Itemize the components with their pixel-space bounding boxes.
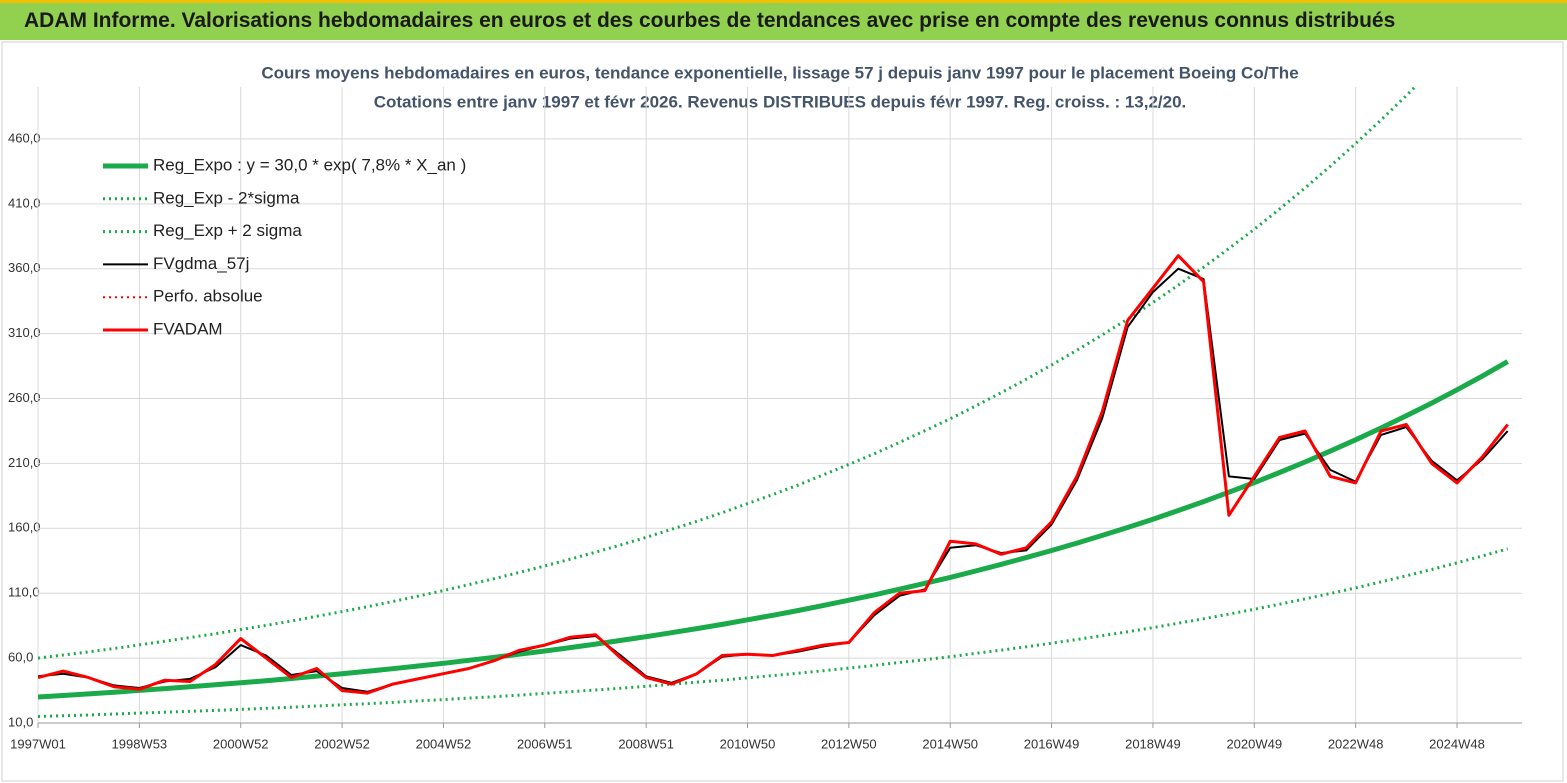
x-tick-label: 2000W52 bbox=[213, 736, 269, 751]
chart-title: Cours moyens hebdomadaires en euros, ten… bbox=[261, 63, 1298, 82]
x-tick-label: 1998W53 bbox=[112, 736, 168, 751]
chart-frame bbox=[1, 41, 1564, 782]
x-tick-label: 1997W01 bbox=[10, 736, 66, 751]
series-line bbox=[38, 254, 1509, 695]
y-tick-label: 460,0 bbox=[8, 130, 41, 145]
x-tick-label: 2018W49 bbox=[1125, 736, 1181, 751]
x-tick-label: 2010W50 bbox=[720, 736, 776, 751]
y-tick-label: 60,0 bbox=[8, 650, 33, 665]
y-tick-label: 160,0 bbox=[8, 520, 41, 535]
plot bbox=[38, 87, 1509, 718]
y-tick-label: 360,0 bbox=[8, 260, 41, 275]
header: ADAM Informe. Valorisations hebdomadaire… bbox=[0, 0, 1567, 40]
y-tick-label: 10,0 bbox=[8, 714, 33, 729]
legend-label: FVADAM bbox=[153, 319, 223, 338]
y-tick-label: 210,0 bbox=[8, 455, 41, 470]
y-tick-label: 410,0 bbox=[8, 195, 41, 210]
x-tick-label: 2022W48 bbox=[1328, 736, 1384, 751]
x-tick-label: 2006W51 bbox=[517, 736, 573, 751]
series-line bbox=[38, 87, 1417, 660]
y-tick-label: 110,0 bbox=[8, 585, 40, 600]
chart-subtitle: Cotations entre janv 1997 et févr 2026. … bbox=[374, 92, 1187, 111]
x-tick-label: 2024W48 bbox=[1429, 736, 1485, 751]
legend-label: Reg_Exp + 2 sigma bbox=[153, 221, 302, 240]
legend-label: FVgdma_57j bbox=[153, 254, 249, 273]
x-tick-label: 2020W49 bbox=[1226, 736, 1282, 751]
x-tick-label: 2002W52 bbox=[314, 736, 370, 751]
header-title: ADAM Informe. Valorisations hebdomadaire… bbox=[24, 9, 1396, 32]
legend-label: Reg_Expo : y = 30,0 * exp( 7,8% * X_an ) bbox=[153, 155, 466, 174]
chart: Cours moyens hebdomadaires en euros, ten… bbox=[1, 41, 1564, 782]
x-tick-label: 2014W50 bbox=[922, 736, 978, 751]
legend-label: Perfo. absolue bbox=[153, 287, 263, 306]
y-tick-label: 260,0 bbox=[8, 390, 41, 405]
series-line bbox=[38, 359, 1509, 700]
x-tick-label: 2016W49 bbox=[1024, 736, 1080, 751]
x-tick-label: 2008W51 bbox=[618, 736, 674, 751]
x-tick-label: 2012W50 bbox=[821, 736, 877, 751]
y-tick-label: 310,0 bbox=[8, 325, 41, 340]
x-tick-label: 2004W52 bbox=[416, 736, 472, 751]
legend-label: Reg_Exp - 2*sigma bbox=[153, 188, 300, 207]
series-line bbox=[38, 547, 1509, 718]
